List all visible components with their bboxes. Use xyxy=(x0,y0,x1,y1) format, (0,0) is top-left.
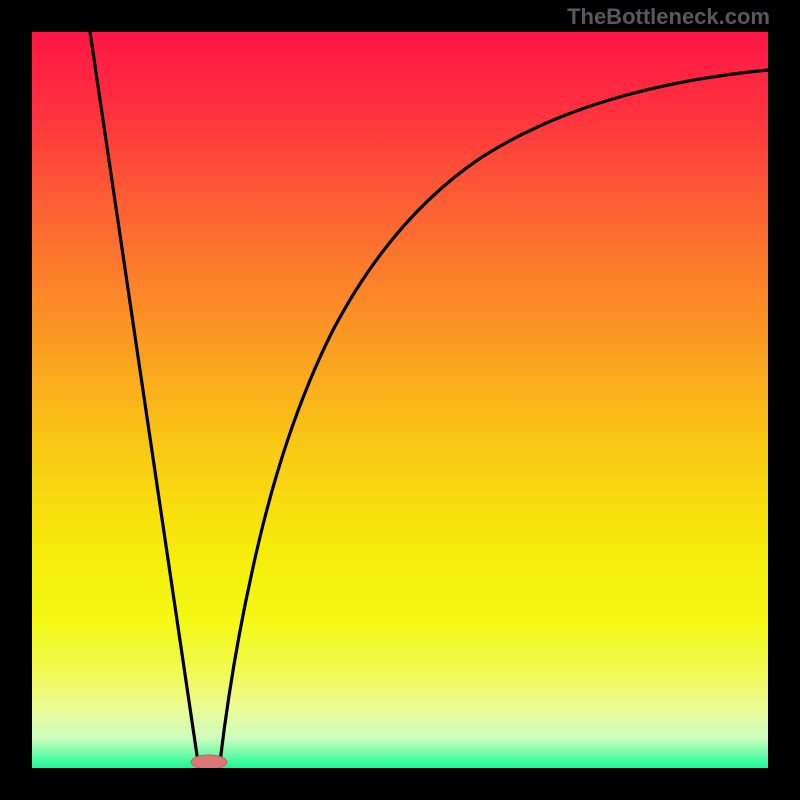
watermark-text: TheBottleneck.com xyxy=(567,4,770,30)
bottleneck-marker xyxy=(191,755,227,768)
plot-svg xyxy=(32,32,768,768)
chart-container: TheBottleneck.com xyxy=(0,0,800,800)
plot-area xyxy=(32,32,768,768)
gradient-background xyxy=(32,32,768,768)
